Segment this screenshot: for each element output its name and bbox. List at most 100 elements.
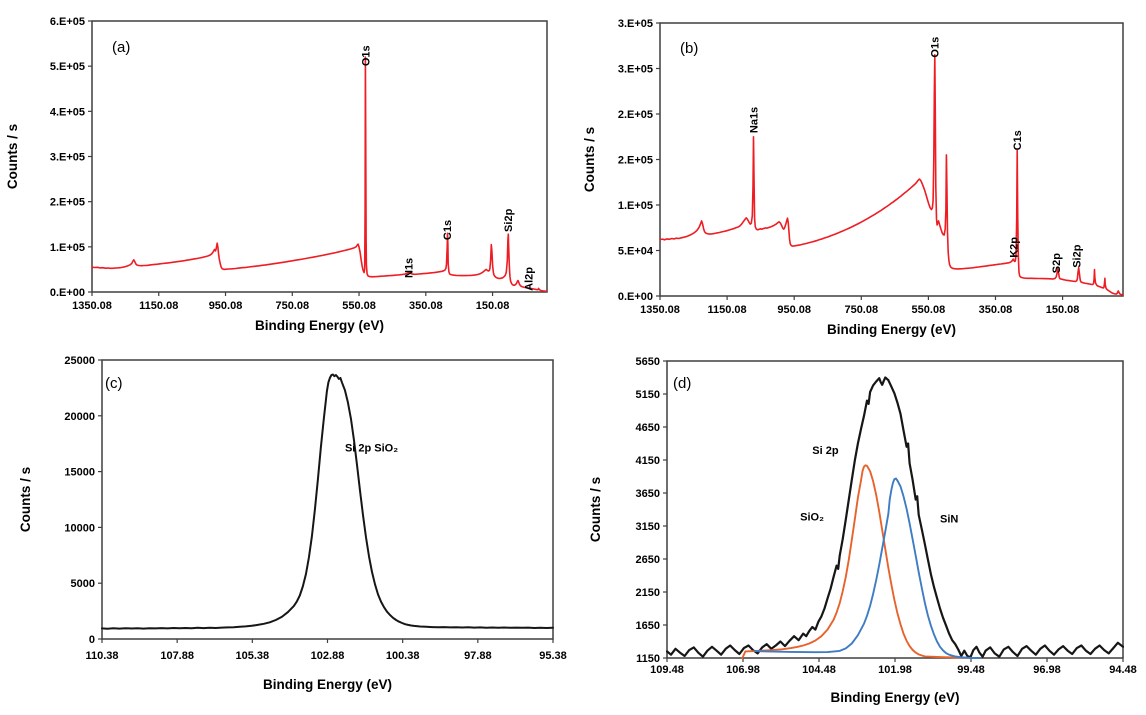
- y-tick-label: 5.E+05: [50, 61, 85, 73]
- x-tick-label: 99.48: [957, 664, 985, 676]
- plot-border: [666, 360, 1124, 659]
- x-tick-label: 105.38: [236, 650, 270, 662]
- panel-letter-c: (c): [105, 375, 123, 392]
- y-tick-label: 4650: [636, 422, 660, 434]
- x-tick-label: 95.38: [539, 650, 567, 662]
- panel-c-svg: 110.38 107.88 105.38 102.88 100.38 97.88 95.38…: [18, 355, 567, 692]
- panel-d-svg: 109.48 106.98 104.48 101.98 99.48 96.98 94.48 1…: [588, 356, 1137, 705]
- x-tick-label: 106.98: [726, 664, 760, 676]
- panel-a: 1350.08 1150.08 950.08 750.08 550.08 350.08 15…: [0, 0, 580, 340]
- series-survey-spectrum: [91, 56, 548, 293]
- y-axis-title: Counts / s: [588, 477, 603, 542]
- x-tick-label: 950.08: [209, 300, 243, 312]
- panel-d: 109.48 106.98 104.48 101.98 99.48 96.98 94.48 1…: [580, 340, 1146, 715]
- peak-label-sin: SiN: [940, 514, 958, 526]
- panel-letter-d: (d): [673, 375, 691, 392]
- series-sio2-fit-component: [741, 464, 970, 659]
- x-tick-label: 107.88: [160, 650, 194, 662]
- peak-label-si2p: Si2p: [1072, 244, 1084, 268]
- peak-label-o1s: O1s: [360, 45, 372, 66]
- y-tick-label: 5000: [71, 578, 95, 590]
- peak-label-k2p: K2p: [1009, 237, 1021, 258]
- panel-c: 110.38 107.88 105.38 102.88 100.38 97.88 95.38…: [0, 340, 580, 715]
- x-tick-label: 550.08: [342, 300, 376, 312]
- y-tick-label: 3150: [636, 521, 660, 533]
- x-tick-label: 97.88: [464, 650, 492, 662]
- peak-label-si-2p: Si 2p: [812, 445, 839, 457]
- y-tick-label: 3.E+05: [50, 152, 85, 164]
- x-axis-title: Binding Energy (eV): [827, 322, 956, 337]
- x-tick-label: 104.48: [802, 664, 836, 676]
- x-tick-label: 100.38: [386, 650, 420, 662]
- series-group: [91, 56, 548, 293]
- series-measured-spectrum: [666, 376, 1124, 659]
- y-tick-label: 0.E+00: [618, 291, 653, 303]
- peak-label-al2p: Al2p: [524, 267, 536, 291]
- y-tick-label: 25000: [64, 355, 95, 367]
- y-tick-label: 15000: [64, 467, 95, 479]
- x-tick-label: 750.08: [275, 300, 309, 312]
- x-tick-label: 110.38: [85, 650, 118, 662]
- y-axis-title: Counts / s: [5, 124, 20, 189]
- y-tick-label: 2650: [636, 554, 660, 566]
- x-tick-label: 750.08: [844, 304, 878, 316]
- y-axis-title: Counts / s: [18, 467, 33, 532]
- series-group: [101, 373, 554, 630]
- x-axis-title: Binding Energy (eV): [830, 690, 959, 705]
- x-tick-label: 550.08: [912, 304, 946, 316]
- panel-b-svg: 1350.08 1150.08 950.08 750.08 550.08 350.08 15…: [582, 18, 1124, 337]
- x-tick-label: 101.98: [878, 664, 912, 676]
- y-tick-label: 1150: [636, 653, 660, 665]
- series-sin-fit-component: [753, 477, 981, 659]
- y-tick-label: 6.E+05: [50, 16, 85, 28]
- x-tick-label: 109.48: [650, 664, 684, 676]
- x-tick-label: 150.08: [476, 300, 510, 312]
- x-tick-label: 1150.08: [139, 300, 178, 312]
- y-tick-label: 3.E+05: [618, 64, 653, 76]
- peak-label-c1s: C1s: [442, 220, 454, 240]
- x-axis-title: Binding Energy (eV): [263, 677, 392, 692]
- peak-label-o1s: O1s: [929, 37, 941, 58]
- y-tick-label: 4150: [636, 455, 660, 467]
- x-tick-label: 94.48: [1109, 664, 1137, 676]
- y-tick-label: 2.E+05: [618, 109, 653, 121]
- y-tick-label: 1.E+05: [618, 200, 653, 212]
- y-tick-label: 20000: [64, 411, 95, 423]
- y-tick-label: 2150: [636, 587, 660, 599]
- y-tick-label: 0: [89, 634, 95, 646]
- peak-label-c1s: C1s: [1012, 130, 1024, 150]
- y-tick-label: 3.E+05: [618, 18, 653, 30]
- x-tick-label: 102.88: [311, 650, 345, 662]
- y-tick-label: 4.E+05: [50, 106, 85, 118]
- y-tick-label: 2.E+05: [618, 155, 653, 167]
- y-tick-label: 0.E+00: [50, 287, 85, 299]
- x-axis-title: Binding Energy (eV): [255, 318, 384, 333]
- panel-letter-a: (a): [112, 39, 130, 56]
- series-survey-spectrum: [659, 53, 1124, 296]
- peak-label-na1s: Na1s: [748, 107, 760, 133]
- x-tick-label: 96.98: [1033, 664, 1061, 676]
- x-tick-label: 950.08: [777, 304, 811, 316]
- x-tick-label: 350.08: [409, 300, 443, 312]
- y-tick-label: 3650: [636, 488, 660, 500]
- x-tick-label: 1350.08: [72, 300, 112, 312]
- x-tick-label: 1150.08: [708, 304, 747, 316]
- series-si2p-sio2-spectrum: [101, 373, 554, 630]
- peak-label-n1s: N1s: [403, 258, 415, 278]
- peak-label-si-2p-sio: Si 2p SiO₂: [345, 443, 398, 455]
- y-tick-label: 5150: [636, 389, 660, 401]
- series-group: [659, 53, 1124, 296]
- y-tick-label: 5650: [636, 356, 660, 368]
- y-tick-label: 10000: [64, 522, 95, 534]
- y-tick-label: 5.E+04: [618, 246, 654, 258]
- peak-label-s2p: S2p: [1051, 253, 1063, 273]
- peak-label-sio: SiO₂: [800, 512, 824, 524]
- series-group: [666, 376, 1124, 659]
- peak-label-si2p: Si2p: [503, 208, 515, 232]
- panel-a-svg: 1350.08 1150.08 950.08 750.08 550.08 350.08 15…: [5, 16, 548, 333]
- plot-border: [101, 359, 554, 640]
- panel-b: 1350.08 1150.08 950.08 750.08 550.08 350.08 15…: [580, 0, 1146, 345]
- y-axis-title: Counts / s: [582, 127, 597, 192]
- x-tick-label: 1350.08: [640, 304, 680, 316]
